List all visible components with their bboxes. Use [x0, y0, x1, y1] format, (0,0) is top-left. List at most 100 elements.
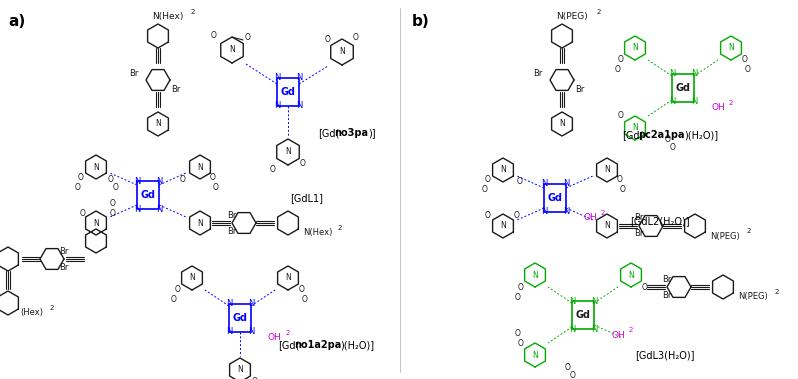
Text: N: N [563, 180, 569, 188]
Text: O: O [617, 175, 623, 185]
Text: N: N [532, 271, 538, 279]
Text: N: N [93, 163, 99, 172]
Text: O: O [745, 66, 751, 75]
Text: Gd: Gd [281, 87, 295, 97]
Text: N: N [229, 45, 235, 55]
Text: O: O [485, 211, 491, 221]
Text: O: O [565, 362, 571, 371]
Text: a): a) [8, 14, 26, 29]
Text: O: O [615, 66, 621, 75]
Text: N: N [591, 324, 597, 334]
Text: O: O [515, 293, 521, 302]
Text: O: O [110, 208, 116, 218]
Text: Gd: Gd [675, 83, 690, 93]
Text: Br: Br [662, 274, 672, 283]
Text: O: O [175, 285, 181, 294]
Text: 2: 2 [629, 327, 634, 333]
Text: N: N [591, 296, 597, 305]
Text: O: O [642, 282, 648, 291]
Text: 2: 2 [286, 330, 290, 336]
Text: Br: Br [59, 263, 69, 271]
Text: N(PEG): N(PEG) [556, 13, 588, 22]
Text: Gd: Gd [575, 310, 591, 320]
Text: O: O [245, 33, 251, 42]
Text: N(Hex): N(Hex) [152, 13, 184, 22]
Text: N: N [559, 119, 565, 128]
Text: OH: OH [268, 334, 282, 343]
Text: N: N [728, 44, 734, 53]
Text: Br: Br [662, 290, 672, 299]
Text: O: O [618, 111, 624, 121]
Text: O: O [620, 185, 626, 194]
Text: O: O [325, 36, 331, 44]
Text: N: N [285, 147, 291, 157]
Text: N(PEG): N(PEG) [738, 293, 768, 302]
Text: Br: Br [129, 69, 139, 77]
Text: N: N [691, 97, 697, 106]
Text: N: N [604, 221, 610, 230]
Text: O: O [514, 211, 520, 221]
Text: O: O [110, 199, 116, 207]
Text: 2: 2 [191, 9, 196, 15]
Text: 2: 2 [601, 210, 606, 216]
Text: O: O [252, 377, 258, 379]
Text: Gd: Gd [140, 190, 156, 200]
Text: O: O [213, 183, 219, 191]
Text: O: O [670, 144, 676, 152]
Text: N: N [563, 207, 569, 216]
Text: N: N [296, 102, 302, 111]
Text: N: N [156, 177, 162, 185]
Text: N: N [237, 365, 243, 374]
Text: N: N [285, 274, 291, 282]
Text: 2: 2 [338, 225, 342, 231]
Text: 2: 2 [747, 228, 752, 234]
Text: N: N [669, 69, 675, 78]
Text: O: O [618, 55, 624, 64]
Text: Br: Br [533, 69, 543, 77]
Text: O: O [75, 183, 81, 191]
Text: O: O [518, 338, 524, 348]
Text: N: N [93, 219, 99, 227]
Text: N: N [248, 299, 255, 309]
Text: O: O [180, 174, 186, 183]
Text: [GdL2(H₂O)]: [GdL2(H₂O)] [630, 216, 689, 226]
Text: 2: 2 [775, 289, 780, 295]
Text: 2: 2 [597, 9, 602, 15]
Text: N: N [632, 44, 638, 53]
Text: N: N [339, 47, 345, 56]
Text: no3pa: no3pa [334, 128, 368, 138]
Text: N: N [669, 97, 675, 106]
Text: N: N [248, 327, 255, 337]
Text: b): b) [412, 14, 430, 29]
Text: N: N [189, 274, 195, 282]
Text: )]: )] [368, 128, 376, 138]
Text: (Hex): (Hex) [20, 309, 43, 318]
Text: O: O [482, 185, 488, 194]
Text: O: O [517, 177, 523, 186]
Text: Br: Br [634, 213, 644, 222]
Text: Br: Br [227, 210, 237, 219]
Text: N: N [197, 163, 203, 172]
Text: O: O [299, 285, 305, 294]
Text: N: N [134, 205, 140, 213]
Text: O: O [665, 136, 671, 144]
Text: Br: Br [634, 230, 644, 238]
Text: OH: OH [711, 103, 725, 113]
Text: N: N [632, 124, 638, 133]
Text: [Gd(: [Gd( [278, 340, 299, 350]
Text: O: O [742, 55, 748, 64]
Text: O: O [210, 172, 216, 182]
Text: N: N [134, 177, 140, 185]
Text: Gd: Gd [547, 193, 563, 203]
Text: N: N [569, 296, 575, 305]
Text: Br: Br [575, 85, 585, 94]
Text: N: N [197, 219, 203, 227]
Text: OH: OH [611, 330, 625, 340]
Text: Br: Br [172, 85, 180, 94]
Text: Br: Br [227, 227, 237, 235]
Text: N: N [628, 271, 634, 279]
Text: N: N [541, 207, 547, 216]
Text: Br: Br [59, 246, 69, 255]
Text: O: O [300, 160, 306, 169]
Text: N(Hex): N(Hex) [303, 229, 333, 238]
